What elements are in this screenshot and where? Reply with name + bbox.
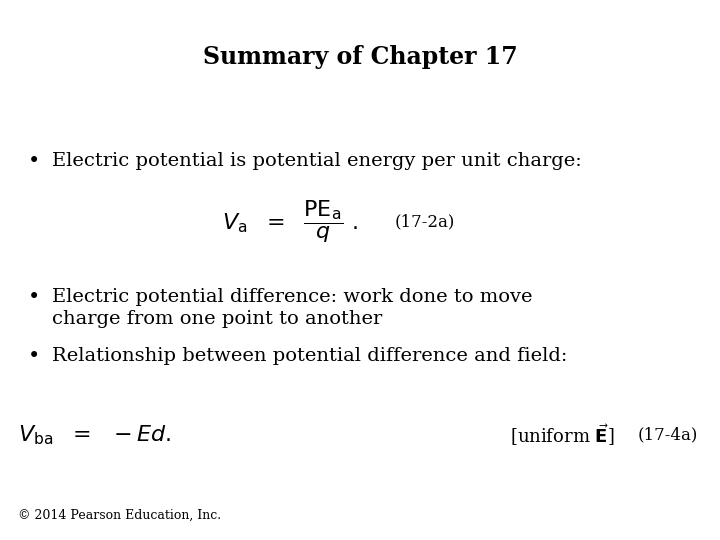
Text: (17-2a): (17-2a) (395, 213, 455, 231)
Text: [uniform $\vec{\mathbf{E}}$]: [uniform $\vec{\mathbf{E}}$] (510, 422, 615, 448)
Text: charge from one point to another: charge from one point to another (52, 310, 382, 328)
Text: •: • (28, 152, 40, 171)
Text: Summary of Chapter 17: Summary of Chapter 17 (202, 45, 518, 69)
Text: Relationship between potential difference and field:: Relationship between potential differenc… (52, 347, 567, 365)
Text: Electric potential difference: work done to move: Electric potential difference: work done… (52, 288, 533, 306)
Text: © 2014 Pearson Education, Inc.: © 2014 Pearson Education, Inc. (18, 509, 221, 522)
Text: $V_{\rm a}\ \ =\ \ \dfrac{{\rm PE}_{\rm a}}{q}\ .$: $V_{\rm a}\ \ =\ \ \dfrac{{\rm PE}_{\rm … (222, 199, 358, 245)
Text: $V_{\rm ba}\ \ =\ \ -Ed.$: $V_{\rm ba}\ \ =\ \ -Ed.$ (18, 423, 171, 447)
Text: Electric potential is potential energy per unit charge:: Electric potential is potential energy p… (52, 152, 582, 170)
Text: •: • (28, 288, 40, 307)
Text: (17-4a): (17-4a) (638, 427, 698, 443)
Text: •: • (28, 347, 40, 366)
